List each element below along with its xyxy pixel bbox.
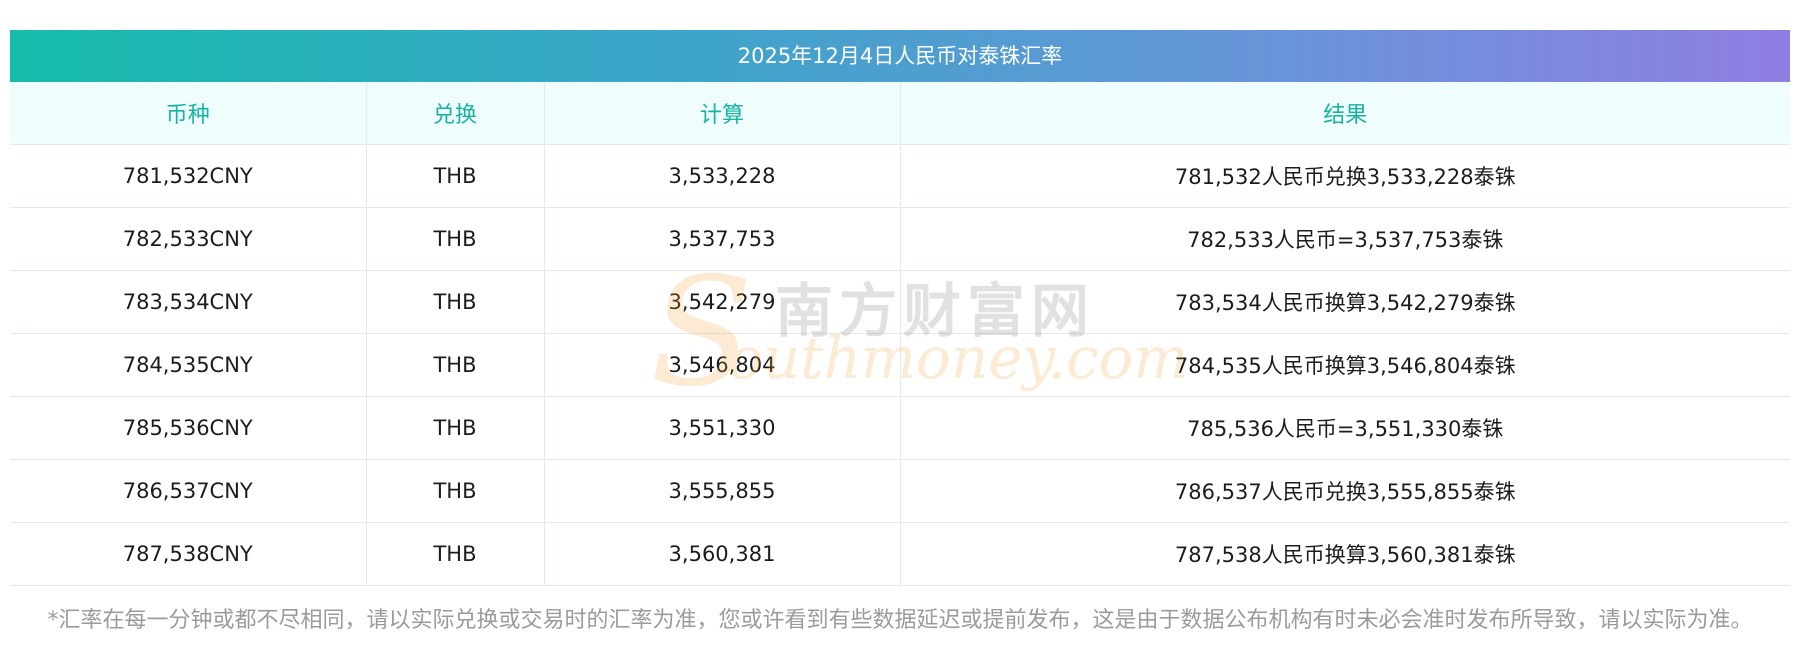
table-row: 784,535CNY THB 3,546,804 784,535人民币换算3,5… [10,333,1790,397]
cell-exchange: THB [366,396,545,460]
cell-currency: 786,537CNY [10,459,367,523]
table-title: 2025年12月4日人民币对泰铢汇率 [10,30,1790,82]
header-row: 币种 兑换 计算 结果 [10,82,1790,145]
cell-result: 782,533人民币=3,537,753泰铢 [900,207,1790,271]
table-row: 783,534CNY THB 3,542,279 783,534人民币换算3,5… [10,270,1790,334]
cell-calculation: 3,546,804 [544,333,901,397]
cell-currency: 781,532CNY [10,144,367,208]
cell-currency: 782,533CNY [10,207,367,271]
rate-table: 币种 兑换 计算 结果 781,532CNY THB 3,533,228 781… [10,82,1790,586]
table-row: 781,532CNY THB 3,533,228 781,532人民币兑换3,5… [10,144,1790,208]
cell-currency: 787,538CNY [10,522,367,586]
cell-exchange: THB [366,459,545,523]
cell-result: 787,538人民币换算3,560,381泰铢 [900,522,1790,586]
table-row: 787,538CNY THB 3,560,381 787,538人民币换算3,5… [10,522,1790,586]
cell-calculation: 3,533,228 [544,144,901,208]
table-row: 782,533CNY THB 3,537,753 782,533人民币=3,53… [10,207,1790,271]
header-exchange: 兑换 [366,82,545,145]
header-currency: 币种 [10,82,367,145]
cell-currency: 784,535CNY [10,333,367,397]
cell-result: 785,536人民币=3,551,330泰铢 [900,396,1790,460]
cell-exchange: THB [366,144,545,208]
cell-exchange: THB [366,333,545,397]
cell-result: 781,532人民币兑换3,533,228泰铢 [900,144,1790,208]
table-row: 785,536CNY THB 3,551,330 785,536人民币=3,55… [10,396,1790,460]
cell-currency: 785,536CNY [10,396,367,460]
cell-calculation: 3,537,753 [544,207,901,271]
table-row: 786,537CNY THB 3,555,855 786,537人民币兑换3,5… [10,459,1790,523]
cell-result: 784,535人民币换算3,546,804泰铢 [900,333,1790,397]
cell-exchange: THB [366,270,545,334]
rate-table-container: 2025年12月4日人民币对泰铢汇率 币种 兑换 计算 结果 781,532CN… [10,30,1790,639]
cell-result: 783,534人民币换算3,542,279泰铢 [900,270,1790,334]
header-calculation: 计算 [544,82,901,145]
header-result: 结果 [900,82,1790,145]
cell-result: 786,537人民币兑换3,555,855泰铢 [900,459,1790,523]
cell-calculation: 3,542,279 [544,270,901,334]
cell-calculation: 3,560,381 [544,522,901,586]
disclaimer-note: *汇率在每一分钟或都不尽相同，请以实际兑换或交易时的汇率为准，您或许看到有些数据… [47,608,1753,633]
cell-calculation: 3,551,330 [544,396,901,460]
cell-calculation: 3,555,855 [544,459,901,523]
cell-exchange: THB [366,522,545,586]
cell-currency: 783,534CNY [10,270,367,334]
cell-exchange: THB [366,207,545,271]
